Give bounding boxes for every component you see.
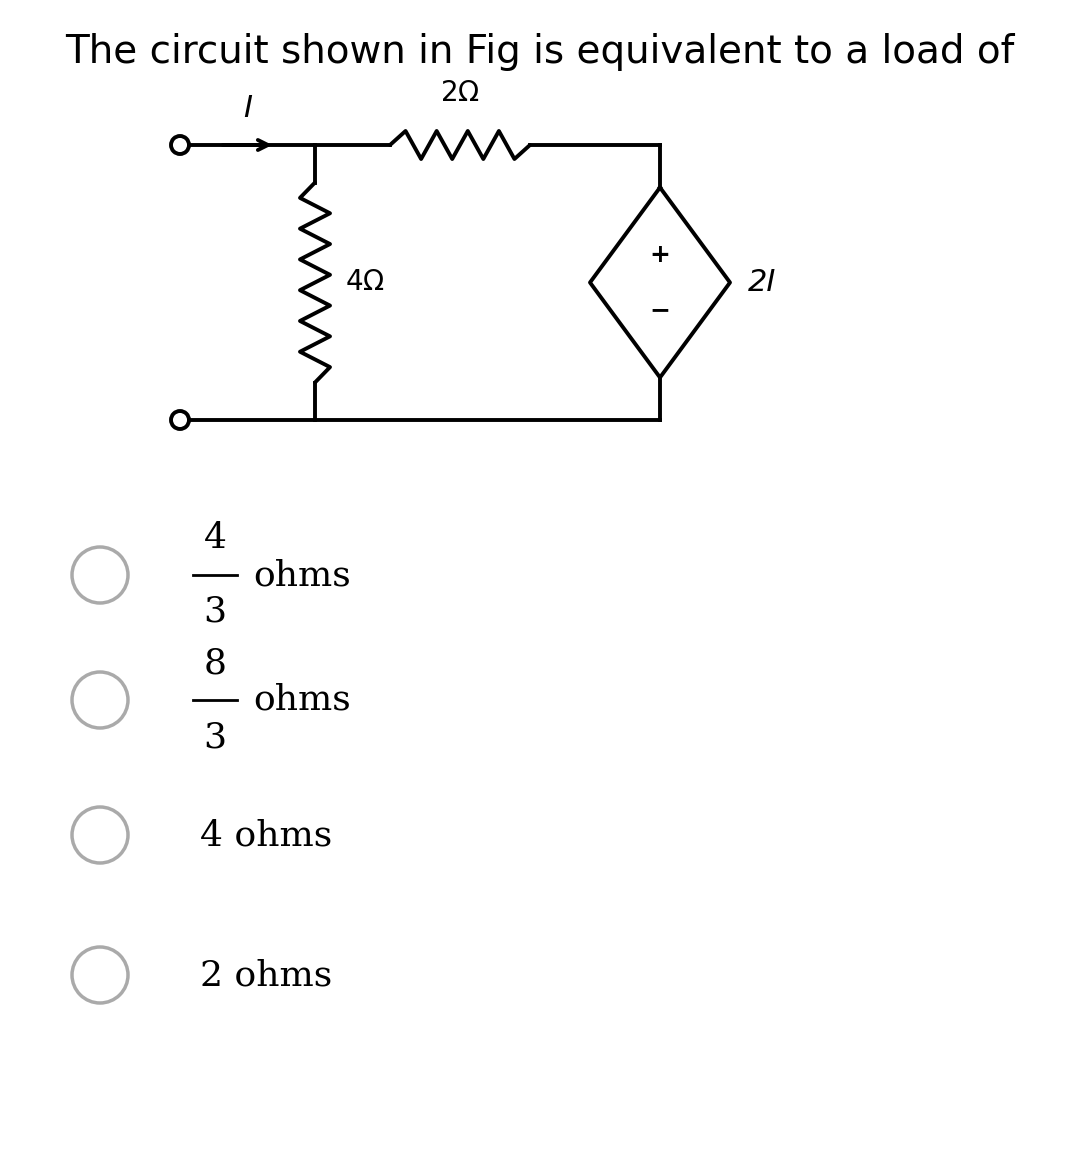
Text: 4 ohms: 4 ohms xyxy=(200,818,333,851)
Text: I: I xyxy=(243,94,252,123)
Text: 8: 8 xyxy=(203,646,227,680)
Text: 2 ohms: 2 ohms xyxy=(200,958,333,992)
Text: −: − xyxy=(649,298,671,322)
Text: 4: 4 xyxy=(203,521,227,554)
Text: ohms: ohms xyxy=(253,558,351,592)
Text: 4$\Omega$: 4$\Omega$ xyxy=(345,268,384,297)
Text: +: + xyxy=(649,242,671,267)
Text: 2I: 2I xyxy=(748,268,777,297)
Text: 3: 3 xyxy=(203,595,227,629)
Text: 3: 3 xyxy=(203,720,227,754)
Text: The circuit shown in Fig is equivalent to a load of: The circuit shown in Fig is equivalent t… xyxy=(65,32,1015,71)
Text: 2$\Omega$: 2$\Omega$ xyxy=(441,79,480,107)
Text: ohms: ohms xyxy=(253,683,351,717)
